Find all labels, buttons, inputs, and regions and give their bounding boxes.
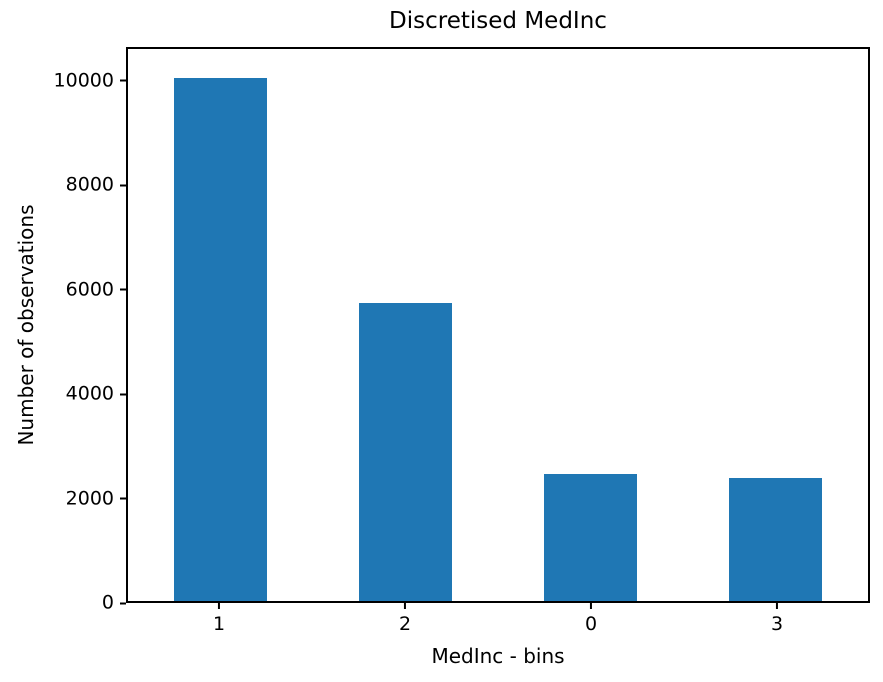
y-tick-mark xyxy=(120,184,126,187)
x-tick-label: 2 xyxy=(398,613,412,635)
x-tick-mark xyxy=(590,603,592,609)
bar xyxy=(174,77,267,601)
y-tick-label: 0 xyxy=(101,591,114,614)
y-tick: 2000 xyxy=(66,489,126,508)
bar xyxy=(544,474,637,601)
x-axis-label: MedInc - bins xyxy=(431,644,565,668)
y-tick-label: 6000 xyxy=(65,278,114,301)
x-tick-mark xyxy=(218,603,220,609)
x-tick-mark xyxy=(776,603,778,609)
x-tick: 0 xyxy=(585,603,597,634)
y-tick: 0 xyxy=(101,591,126,614)
y-tick-mark xyxy=(120,497,126,500)
bar xyxy=(729,478,822,601)
x-tick: 3 xyxy=(771,603,783,634)
plot-area xyxy=(128,49,868,601)
x-tick: 1 xyxy=(213,603,225,634)
y-axis: 0 2000 4000 6000 8000 10000 xyxy=(0,47,126,612)
y-tick-label: 10000 xyxy=(53,69,114,92)
y-tick-label: 8000 xyxy=(65,173,114,196)
y-tick: 6000 xyxy=(66,280,126,299)
y-tick-label: 2000 xyxy=(65,487,114,510)
plot-axes xyxy=(126,47,870,603)
y-tick-label: 4000 xyxy=(65,382,114,405)
y-tick-mark xyxy=(120,288,126,291)
y-tick-mark xyxy=(120,602,126,604)
x-tick-label: 1 xyxy=(212,613,226,635)
y-tick: 8000 xyxy=(65,173,126,196)
x-tick-label: 3 xyxy=(770,613,784,635)
bar xyxy=(359,302,452,601)
x-tick-mark xyxy=(404,603,406,609)
y-tick: 10000 xyxy=(54,71,126,90)
y-tick-mark xyxy=(120,79,126,82)
x-tick-label: 0 xyxy=(584,613,598,635)
y-tick: 4000 xyxy=(65,382,126,405)
x-axis: 1 2 0 3 xyxy=(126,603,870,645)
y-tick-mark xyxy=(120,393,126,396)
chart-title: Discretised MedInc xyxy=(389,8,607,34)
x-tick: 2 xyxy=(399,603,411,634)
